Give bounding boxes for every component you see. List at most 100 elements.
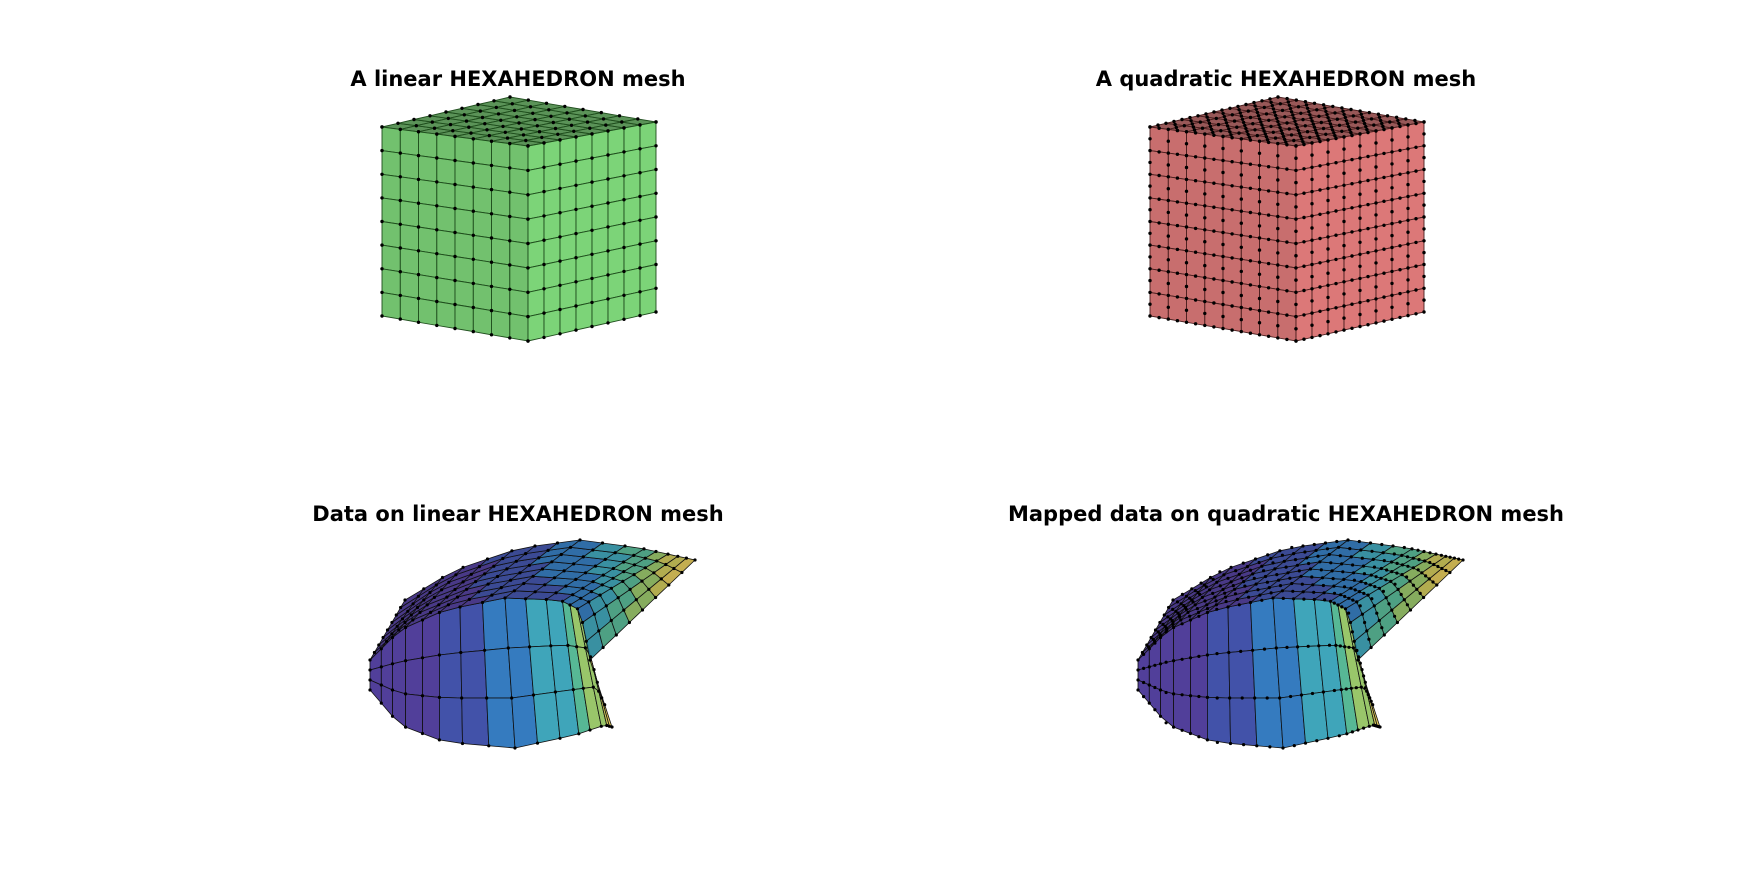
mesh-node (1230, 113, 1235, 117)
mesh-node (453, 326, 457, 331)
mesh-node (1377, 115, 1382, 120)
mesh-node (1316, 134, 1320, 138)
mesh-node (1385, 568, 1389, 572)
mesh-node (1184, 607, 1188, 612)
mesh-node (1257, 151, 1262, 155)
mesh-cell (1327, 257, 1345, 286)
mesh-node (1366, 226, 1370, 231)
mesh-node (1193, 274, 1198, 278)
mesh-node (1148, 160, 1152, 165)
mesh-node (437, 738, 441, 742)
mesh-node (1340, 605, 1344, 609)
mesh-node (1384, 578, 1388, 582)
mesh-node (1270, 103, 1275, 108)
mesh-node (1343, 594, 1347, 599)
mesh-node (606, 273, 610, 277)
mesh-node (1235, 597, 1239, 602)
mesh-node (1276, 226, 1280, 231)
mesh-node (1276, 275, 1280, 279)
mesh-node (1406, 147, 1410, 151)
mesh-node (1290, 545, 1294, 550)
mesh-node (1243, 584, 1247, 588)
mesh-cell (436, 253, 456, 282)
mesh-node (1414, 312, 1418, 316)
mesh-node (1294, 217, 1298, 221)
mesh-node (368, 688, 372, 692)
mesh-cell (1359, 250, 1377, 279)
mesh-node (1264, 112, 1269, 116)
mesh-node (1221, 587, 1225, 592)
mesh-cell (1311, 187, 1329, 217)
mesh-node (575, 607, 580, 611)
mesh-node (1203, 323, 1207, 328)
mesh-node (1294, 327, 1298, 331)
mesh-node (1292, 597, 1296, 601)
mesh-cell (1204, 277, 1224, 306)
mesh-node (1310, 202, 1314, 206)
mesh-cell (380, 684, 393, 718)
mesh-node (1330, 569, 1334, 573)
mesh-node (1350, 157, 1354, 162)
mesh-node (1414, 288, 1418, 292)
mesh-node (489, 163, 494, 168)
mesh-node (1285, 191, 1289, 196)
mesh-node (1329, 125, 1334, 129)
mesh-node (1422, 144, 1426, 148)
mesh-node (1374, 129, 1378, 133)
mesh-node (1254, 107, 1259, 112)
mesh-node (1367, 110, 1372, 115)
mesh-node (1414, 193, 1418, 197)
mesh-node (1422, 239, 1426, 243)
mesh-node (535, 124, 539, 128)
mesh-node (1184, 296, 1189, 301)
mesh-node (1326, 223, 1330, 227)
mesh-cell (1359, 202, 1377, 231)
mesh-node (1319, 568, 1323, 572)
mesh-node (471, 185, 475, 189)
mesh-cell (1359, 274, 1377, 303)
mesh-cell (1250, 597, 1277, 651)
mesh-node (514, 559, 518, 563)
mesh-node (1398, 315, 1402, 320)
mesh-node (1342, 159, 1346, 163)
mesh-node (1203, 240, 1207, 244)
mesh-cell (1222, 135, 1242, 164)
mesh-node (1212, 181, 1216, 185)
mesh-cell (1295, 215, 1313, 245)
mesh-node (1310, 691, 1315, 696)
mesh-node (510, 549, 514, 553)
mesh-node (1251, 122, 1255, 126)
mesh-node (1243, 123, 1247, 128)
mesh-node (1358, 276, 1362, 281)
mesh-node (471, 137, 475, 141)
mesh-node (1224, 599, 1228, 604)
mesh-node (1422, 549, 1426, 554)
mesh-node (1310, 119, 1314, 123)
mesh-node (1166, 198, 1171, 203)
mesh-node (1343, 115, 1348, 120)
mesh-node (1251, 572, 1255, 576)
mesh-node (544, 597, 548, 602)
mesh-node (597, 689, 601, 693)
mesh-node (1257, 284, 1262, 289)
mesh-node (1276, 119, 1280, 124)
mesh-node (1398, 291, 1402, 296)
mesh-node (1342, 280, 1346, 284)
mesh-node (524, 552, 528, 556)
mesh-node (590, 276, 594, 281)
top-face (1137, 539, 1464, 661)
mesh-cell (623, 148, 641, 177)
mesh-node (1382, 199, 1386, 203)
mesh-cell (1327, 136, 1345, 165)
data-quadratic-hexahedron-mesh (1136, 538, 1465, 750)
mesh-node (1239, 149, 1244, 153)
mesh-node (1294, 144, 1298, 148)
mesh-node (1276, 311, 1280, 316)
mesh-node (1204, 112, 1208, 116)
mesh-node (590, 252, 594, 256)
mesh-node (1167, 605, 1171, 610)
mesh-node (1190, 587, 1194, 591)
mesh-node (1327, 552, 1331, 557)
mesh-cell (381, 291, 401, 320)
mesh-node (1380, 542, 1384, 547)
